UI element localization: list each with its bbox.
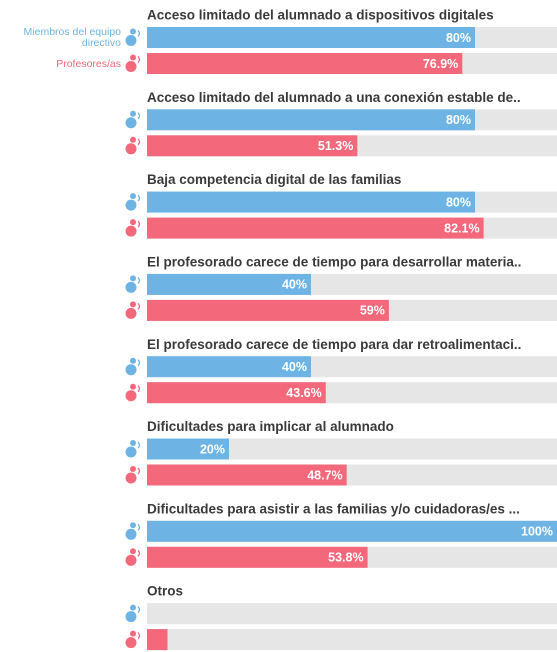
value-label: 20% — [200, 442, 225, 456]
icon — [130, 440, 136, 446]
bar — [147, 135, 358, 157]
bar-track — [147, 438, 557, 460]
icon — [130, 136, 136, 143]
bar-track — [147, 603, 557, 625]
value-label: 48.7% — [307, 468, 342, 482]
icon — [130, 110, 136, 117]
icon — [137, 276, 141, 284]
icon — [125, 390, 137, 402]
icon — [137, 467, 141, 475]
bar — [147, 53, 463, 74]
icon — [125, 472, 137, 484]
icon — [137, 220, 141, 228]
category-label: El profesorado carece de tiempo para des… — [147, 254, 521, 269]
icon — [125, 307, 137, 319]
icon — [137, 30, 141, 37]
bar — [147, 356, 311, 378]
icon — [125, 117, 137, 129]
icon — [137, 523, 141, 531]
bar — [147, 109, 475, 131]
icon — [137, 385, 141, 393]
icon — [125, 528, 137, 540]
icon — [130, 219, 136, 226]
bar — [147, 520, 557, 542]
value-label: 80% — [446, 195, 471, 209]
icon — [130, 301, 136, 308]
icon — [137, 56, 141, 63]
icon — [130, 548, 136, 555]
value-label: 43.6% — [286, 386, 321, 400]
icon — [137, 302, 141, 310]
icon — [130, 604, 136, 611]
bar — [147, 217, 484, 239]
icon — [137, 632, 141, 640]
value-label: 59% — [360, 304, 385, 318]
value-label: 100% — [521, 525, 553, 539]
icon — [125, 35, 137, 46]
icon — [130, 28, 136, 35]
category-label: Baja competencia digital de las familias — [147, 172, 401, 187]
icon — [137, 441, 141, 449]
icon — [137, 606, 141, 614]
bar — [147, 438, 229, 460]
bar — [147, 629, 168, 651]
icon — [125, 225, 137, 237]
icon — [130, 466, 136, 472]
icon — [125, 611, 137, 623]
category-label: Acceso limitado del alumnado a dispositi… — [147, 8, 494, 23]
category-label: Dificultades para implicar al alumnado — [147, 419, 394, 434]
icon — [125, 446, 137, 458]
bar — [147, 546, 368, 568]
value-label: 40% — [282, 360, 307, 374]
icon — [130, 383, 136, 390]
icon — [125, 61, 137, 72]
icon — [130, 54, 136, 61]
value-label: 82.1% — [444, 221, 479, 235]
legend-label: Profesores/as — [56, 58, 121, 70]
icon — [130, 630, 136, 637]
icon — [125, 143, 137, 155]
bar — [147, 464, 347, 486]
icon — [137, 112, 141, 120]
bar-track — [147, 629, 557, 651]
icon — [130, 357, 136, 364]
bar — [147, 27, 475, 48]
bar — [147, 382, 326, 404]
bar — [147, 299, 389, 321]
legend-label: Miembros del equipo directivo — [23, 26, 121, 49]
value-label: 76.9% — [423, 57, 458, 71]
value-label: 53.8% — [328, 551, 363, 565]
category-label: El profesorado carece de tiempo para dar… — [147, 337, 521, 352]
icon — [125, 637, 137, 649]
icon — [137, 359, 141, 367]
icon — [137, 194, 141, 202]
icon — [130, 193, 136, 200]
category-label: Dificultades para asistir a las familias… — [147, 501, 520, 516]
icon — [125, 554, 137, 566]
icon — [130, 522, 136, 529]
value-label: 80% — [446, 31, 471, 45]
category-label: Otros — [147, 584, 183, 599]
bar — [147, 191, 475, 213]
category-label: Acceso limitado del alumnado a una conex… — [147, 90, 521, 105]
icon — [125, 364, 137, 376]
icon — [137, 138, 141, 146]
bar — [147, 273, 311, 295]
icon — [130, 275, 136, 282]
icon — [125, 199, 137, 211]
value-label: 51.3% — [318, 139, 353, 153]
icon — [125, 281, 137, 293]
value-label: 80% — [446, 113, 471, 127]
icon — [137, 549, 141, 557]
value-label: 40% — [282, 278, 307, 292]
